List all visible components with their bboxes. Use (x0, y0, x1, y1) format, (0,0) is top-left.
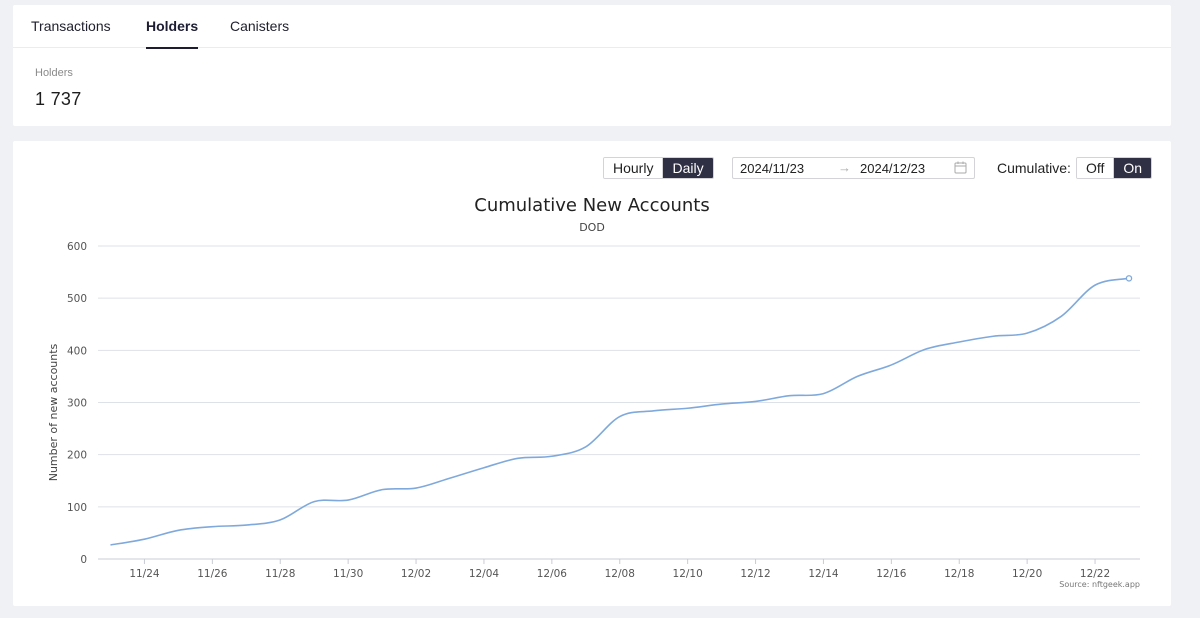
x-tick-label: 11/30 (333, 568, 363, 580)
x-tick-label: 12/10 (673, 568, 703, 580)
cumulative-off-button[interactable]: Off (1077, 158, 1114, 178)
y-tick-label: 0 (80, 554, 87, 566)
y-tick-label: 100 (67, 502, 87, 514)
source-note: Source: nftgeek.app (1059, 580, 1140, 589)
tab-holders[interactable]: Holders (146, 18, 199, 49)
line-chart: 0 100 200 300 400 500 600 11/24 11/26 11/28 11/30… (47, 241, 1140, 589)
cumulative-on-button[interactable]: On (1113, 158, 1152, 178)
date-range-picker[interactable]: 2024/11/23 → 2024/12/23 (732, 157, 975, 179)
y-tick-label: 200 (67, 450, 87, 462)
x-tick-label: 12/14 (808, 568, 839, 580)
granularity-toggle: Hourly Daily (603, 157, 714, 179)
y-tick-label: 500 (67, 293, 87, 305)
tab-transactions[interactable]: Transactions (31, 18, 111, 34)
x-tick-label: 12/06 (537, 568, 568, 580)
x-tick-label: 12/16 (876, 568, 907, 580)
chart-subtitle: DOD (579, 221, 605, 234)
summary-card: Transactions Holders Canisters Holders 1… (13, 5, 1171, 126)
x-tick-label: 12/04 (469, 568, 500, 580)
y-axis-title: Number of new accounts (47, 343, 60, 481)
series-end-point[interactable] (1125, 275, 1133, 282)
hourly-button[interactable]: Hourly (604, 158, 663, 178)
tab-canisters[interactable]: Canisters (230, 18, 290, 34)
x-tick-label: 12/22 (1080, 568, 1110, 580)
cumulative-label: Cumulative: (997, 160, 1071, 176)
arrow-right-icon: → (838, 160, 851, 175)
y-tick-label: 400 (67, 345, 87, 357)
x-tick-label: 12/02 (401, 568, 431, 580)
start-date-input[interactable]: 2024/11/23 (740, 161, 805, 176)
y-axis: 0 100 200 300 400 500 600 (67, 241, 87, 566)
x-tick-label: 12/20 (1012, 568, 1042, 580)
x-tick-label: 11/24 (129, 568, 160, 580)
x-tick-label: 11/28 (265, 568, 295, 580)
series-line-dod (110, 277, 1130, 546)
x-tick-label: 11/26 (197, 568, 228, 580)
x-tick-label: 12/08 (605, 568, 635, 580)
end-date-input[interactable]: 2024/12/23 (860, 161, 926, 176)
x-tick-label: 12/18 (944, 568, 974, 580)
calendar-icon[interactable] (954, 161, 967, 174)
holders-label: Holders (35, 67, 73, 79)
cumulative-toggle: Off On (1076, 157, 1153, 179)
x-tick-label: 12/12 (740, 568, 770, 580)
holders-count: 1 737 (35, 89, 82, 109)
y-tick-label: 300 (67, 398, 87, 410)
grid-lines (98, 245, 1140, 560)
x-axis: 11/24 11/26 11/28 11/30 12/02 12/04 12/06 12/08… (129, 559, 1110, 580)
y-tick-label: 600 (67, 241, 87, 253)
daily-button[interactable]: Daily (662, 158, 713, 178)
chart-card: Hourly Daily 2024/11/23 → 2024/12/23 Cum… (13, 141, 1171, 606)
chart-title: Cumulative New Accounts (474, 195, 710, 216)
tab-bar: Transactions Holders Canisters (13, 5, 1171, 49)
